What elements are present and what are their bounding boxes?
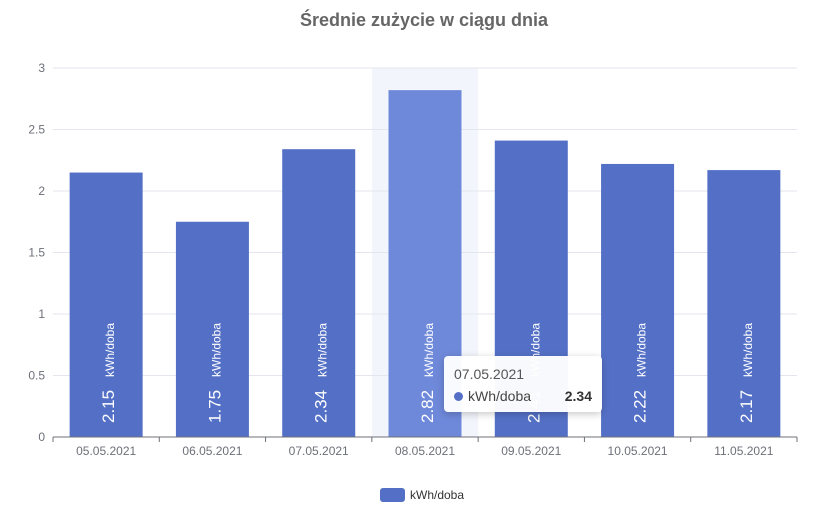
- bar[interactable]: [175, 221, 249, 437]
- bar-label-group: 2.22 kWh/doba: [631, 323, 650, 423]
- legend-swatch-icon[interactable]: [380, 488, 405, 502]
- bar[interactable]: [69, 172, 143, 438]
- tooltip-title: 07.05.2021: [454, 366, 525, 382]
- bar-layer[interactable]: 2.15kWh/doba1.75kWh/doba2.34kWh/doba2.82…: [69, 90, 781, 438]
- x-axis: 05.05.2021 06.05.2021 07.05.2021 08.05.2021…: [52, 436, 798, 458]
- bar-value-label: 2.22: [631, 390, 650, 423]
- y-tick-label: 1.5: [28, 246, 45, 260]
- bar-value-label: 2.17: [737, 390, 756, 423]
- legend[interactable]: kWh/doba: [380, 488, 464, 502]
- bar[interactable]: [601, 163, 675, 437]
- bar-unit-label: kWh/doba: [103, 323, 117, 377]
- bar-label-group: 2.15 kWh/doba: [99, 323, 118, 423]
- x-tick-label: 11.05.2021: [714, 444, 773, 458]
- bar-label-group: 1.75 kWh/doba: [205, 323, 224, 423]
- y-tick-label: 2: [38, 184, 45, 198]
- bar-value-label: 2.34: [312, 390, 331, 423]
- y-tick-label: 1: [38, 307, 45, 321]
- y-tick-label: 2.5: [28, 123, 45, 137]
- x-tick-label: 07.05.2021: [289, 444, 349, 458]
- tooltip-value: 2.34: [564, 388, 592, 404]
- bar-unit-label: kWh/doba: [422, 323, 436, 377]
- x-tick-label: 06.05.2021: [182, 444, 242, 458]
- bar[interactable]: [707, 170, 781, 437]
- bar-unit-label: kWh/doba: [209, 323, 223, 377]
- x-tick-label: 10.05.2021: [608, 444, 668, 458]
- bar-unit-label: kWh/doba: [741, 323, 755, 377]
- y-tick-label: 3: [38, 61, 45, 75]
- bar-value-label: 1.75: [205, 390, 224, 423]
- tooltip-marker-icon: [454, 392, 463, 401]
- x-tick-label: 08.05.2021: [395, 444, 455, 458]
- y-tick-label: 0: [38, 430, 45, 444]
- bar[interactable]: [282, 149, 356, 437]
- bar-value-label: 2.82: [418, 390, 437, 423]
- bar-label-group: 2.34 kWh/doba: [312, 323, 331, 423]
- bar-unit-label: kWh/doba: [635, 323, 649, 377]
- x-tick-label: 09.05.2021: [501, 444, 561, 458]
- y-tick-label: 0.5: [28, 369, 45, 383]
- legend-label[interactable]: kWh/doba: [410, 488, 464, 502]
- bar-value-label: 2.15: [99, 390, 118, 423]
- bar-label-group: 2.17 kWh/doba: [737, 323, 756, 423]
- x-tick-label: 05.05.2021: [76, 444, 136, 458]
- tooltip: 07.05.2021 kWh/doba 2.34: [444, 356, 602, 412]
- bar-unit-label: kWh/doba: [316, 323, 330, 377]
- bar-label-group: 2.82 kWh/doba: [418, 323, 437, 423]
- chart-title: Średnie zużycie w ciągu dnia: [300, 9, 549, 30]
- tooltip-series-name: kWh/doba: [468, 388, 532, 404]
